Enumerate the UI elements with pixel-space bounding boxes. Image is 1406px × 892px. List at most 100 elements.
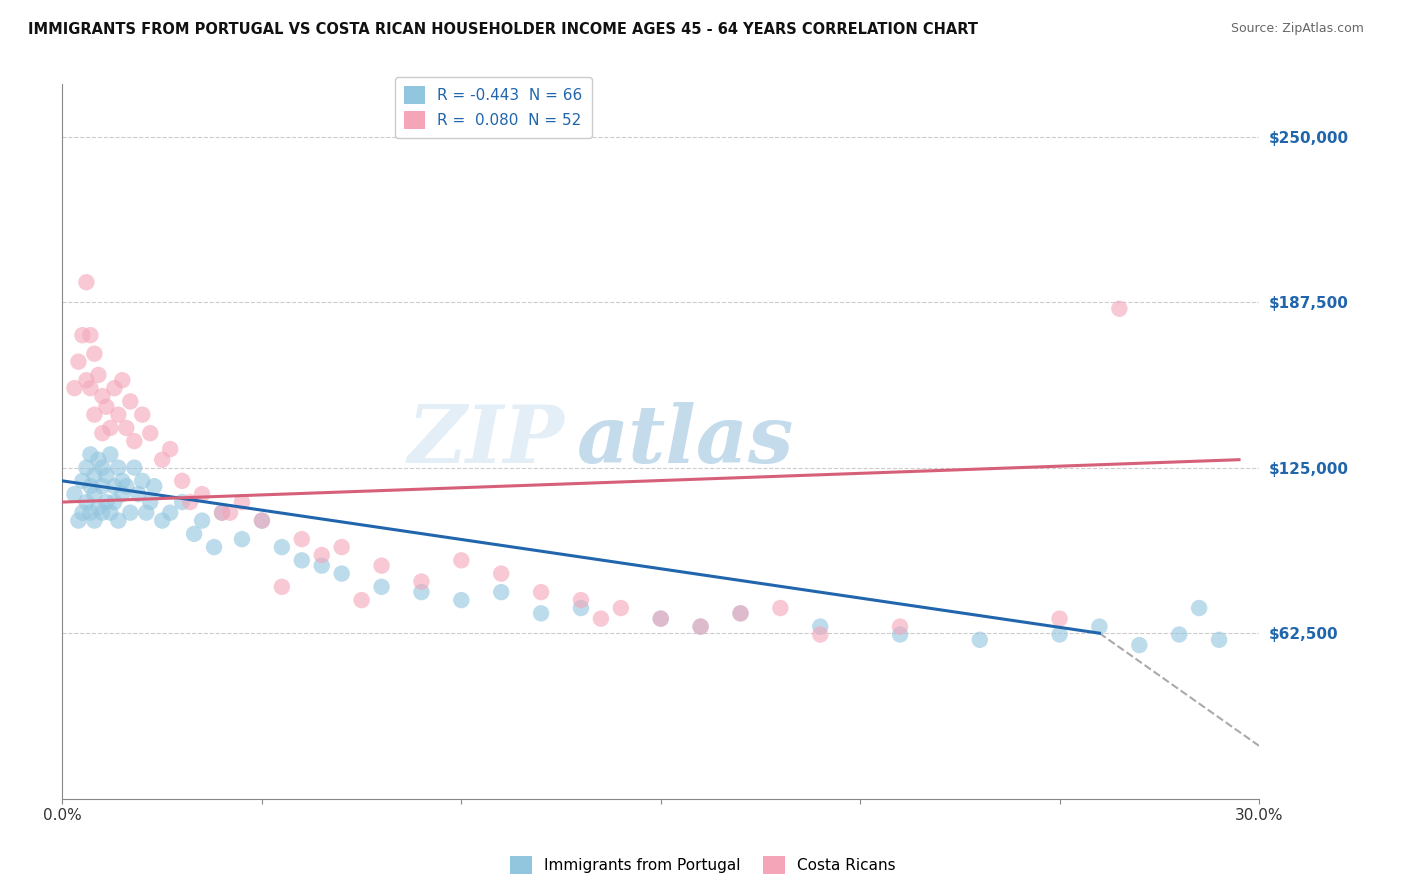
Point xyxy=(83,487,105,501)
Point xyxy=(111,373,134,387)
Point xyxy=(120,394,142,409)
Point xyxy=(79,328,101,343)
Point xyxy=(450,593,472,607)
Point xyxy=(211,506,233,520)
Point xyxy=(370,580,392,594)
Point xyxy=(411,585,433,599)
Point xyxy=(103,495,125,509)
Point xyxy=(87,452,110,467)
Point xyxy=(107,514,129,528)
Point xyxy=(569,593,592,607)
Text: Source: ZipAtlas.com: Source: ZipAtlas.com xyxy=(1230,22,1364,36)
Point xyxy=(120,506,142,520)
Point xyxy=(589,612,612,626)
Point xyxy=(730,607,752,621)
Point xyxy=(769,601,792,615)
Point xyxy=(124,434,146,449)
Point xyxy=(91,479,114,493)
Point xyxy=(75,460,97,475)
Point xyxy=(1049,612,1071,626)
Point xyxy=(650,612,672,626)
Point xyxy=(91,460,114,475)
Point xyxy=(202,540,225,554)
Point xyxy=(179,495,201,509)
Point xyxy=(91,506,114,520)
Point xyxy=(79,479,101,493)
Point xyxy=(159,506,181,520)
Point xyxy=(489,566,512,581)
Point xyxy=(1128,638,1150,652)
Point xyxy=(530,585,553,599)
Point xyxy=(111,474,134,488)
Point xyxy=(291,553,314,567)
Point xyxy=(191,514,214,528)
Point xyxy=(231,495,253,509)
Point xyxy=(79,506,101,520)
Point xyxy=(143,479,166,493)
Point xyxy=(131,408,153,422)
Point xyxy=(689,619,711,633)
Point xyxy=(75,275,97,289)
Point xyxy=(889,627,911,641)
Point xyxy=(87,368,110,382)
Point xyxy=(808,619,831,633)
Point xyxy=(111,487,134,501)
Point xyxy=(107,460,129,475)
Point xyxy=(107,408,129,422)
Point xyxy=(231,532,253,546)
Legend: R = -0.443  N = 66, R =  0.080  N = 52: R = -0.443 N = 66, R = 0.080 N = 52 xyxy=(395,77,592,138)
Point xyxy=(139,426,162,441)
Point xyxy=(689,619,711,633)
Point xyxy=(411,574,433,589)
Point xyxy=(91,389,114,403)
Point xyxy=(79,447,101,461)
Point xyxy=(159,442,181,456)
Point xyxy=(530,607,553,621)
Point xyxy=(311,548,333,562)
Point xyxy=(96,495,118,509)
Point xyxy=(96,468,118,483)
Point xyxy=(103,479,125,493)
Point xyxy=(191,487,214,501)
Point xyxy=(489,585,512,599)
Point xyxy=(889,619,911,633)
Point xyxy=(115,421,138,435)
Point xyxy=(98,506,121,520)
Point xyxy=(98,447,121,461)
Point xyxy=(139,495,162,509)
Text: IMMIGRANTS FROM PORTUGAL VS COSTA RICAN HOUSEHOLDER INCOME AGES 45 - 64 YEARS CO: IMMIGRANTS FROM PORTUGAL VS COSTA RICAN … xyxy=(28,22,979,37)
Point xyxy=(219,506,242,520)
Point xyxy=(808,627,831,641)
Point xyxy=(63,381,86,395)
Point xyxy=(79,381,101,395)
Point xyxy=(1108,301,1130,316)
Point xyxy=(150,452,173,467)
Point xyxy=(127,487,149,501)
Point xyxy=(67,354,90,368)
Point xyxy=(72,474,94,488)
Point xyxy=(1168,627,1191,641)
Point xyxy=(172,495,194,509)
Point xyxy=(115,479,138,493)
Point xyxy=(96,400,118,414)
Point xyxy=(450,553,472,567)
Point xyxy=(183,526,205,541)
Point xyxy=(650,612,672,626)
Point xyxy=(1049,627,1071,641)
Point xyxy=(83,408,105,422)
Point xyxy=(124,460,146,475)
Text: atlas: atlas xyxy=(576,402,794,480)
Point xyxy=(350,593,373,607)
Point xyxy=(569,601,592,615)
Point xyxy=(63,487,86,501)
Point xyxy=(610,601,633,615)
Point xyxy=(330,540,353,554)
Point xyxy=(83,347,105,361)
Point xyxy=(83,468,105,483)
Point xyxy=(98,421,121,435)
Point xyxy=(730,607,752,621)
Point xyxy=(75,373,97,387)
Point xyxy=(131,474,153,488)
Point xyxy=(172,474,194,488)
Point xyxy=(1208,632,1230,647)
